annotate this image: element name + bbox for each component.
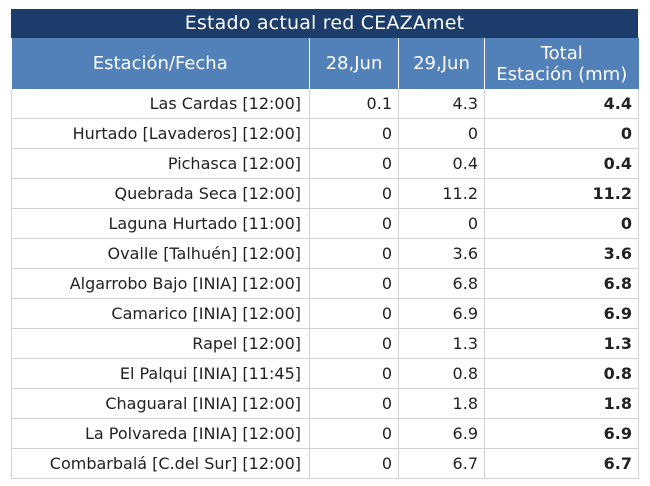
- date2-value: 11.2: [398, 178, 485, 209]
- station-cell: Combarbalá [C.del Sur] [12:00]: [11, 448, 310, 479]
- station-cell: Hurtado [Lavaderos] [12:00]: [11, 118, 310, 149]
- date1-value: 0: [309, 418, 399, 449]
- date1-value: 0: [309, 448, 399, 479]
- widget-title: Estado actual red CEAZAmet: [11, 9, 638, 38]
- station-cell: Las Cardas [12:00]: [11, 89, 310, 119]
- date2-value: 0.4: [398, 148, 485, 179]
- date2-value: 0: [398, 118, 485, 149]
- table-row: Chaguaral [INIA] [12:00] 0 1.8 1.8: [11, 388, 639, 419]
- table-row: Rapel [12:00] 0 1.3 1.3: [11, 328, 639, 359]
- date1-value: 0: [309, 178, 399, 209]
- total-value: 4.4: [484, 89, 639, 119]
- station-cell: Chaguaral [INIA] [12:00]: [11, 388, 310, 419]
- date2-value: 6.9: [398, 418, 485, 449]
- date1-value: 0: [309, 148, 399, 179]
- station-cell: Algarrobo Bajo [INIA] [12:00]: [11, 268, 310, 299]
- date2-value: 3.6: [398, 238, 485, 269]
- station-cell: Ovalle [Talhuén] [12:00]: [11, 238, 310, 269]
- date2-value: 6.9: [398, 298, 485, 329]
- header-station: Estación/Fecha: [11, 38, 310, 89]
- date1-value: 0.1: [309, 89, 399, 119]
- header-date-1: 28,Jun: [309, 38, 399, 89]
- date1-value: 0: [309, 358, 399, 389]
- date2-value: 0.8: [398, 358, 485, 389]
- station-cell: Laguna Hurtado [11:00]: [11, 208, 310, 239]
- station-cell: Pichasca [12:00]: [11, 148, 310, 179]
- station-cell: La Polvareda [INIA] [12:00]: [11, 418, 310, 449]
- total-value: 0.4: [484, 148, 639, 179]
- table-row: Camarico [INIA] [12:00] 0 6.9 6.9: [11, 298, 639, 329]
- station-cell: Quebrada Seca [12:00]: [11, 178, 310, 209]
- total-value: 6.9: [484, 418, 639, 449]
- total-value: 6.7: [484, 448, 639, 479]
- table-row: Laguna Hurtado [11:00] 0 0 0: [11, 208, 639, 239]
- total-value: 1.8: [484, 388, 639, 419]
- total-value: 1.3: [484, 328, 639, 359]
- date2-value: 6.8: [398, 268, 485, 299]
- header-total-line-1: Total: [540, 42, 583, 64]
- table-row: El Palqui [INIA] [11:45] 0 0.8 0.8: [11, 358, 639, 389]
- date2-value: 1.3: [398, 328, 485, 359]
- station-cell: El Palqui [INIA] [11:45]: [11, 358, 310, 389]
- date1-value: 0: [309, 118, 399, 149]
- date1-value: 0: [309, 238, 399, 269]
- total-value: 6.8: [484, 268, 639, 299]
- station-cell: Camarico [INIA] [12:00]: [11, 298, 310, 329]
- total-value: 0: [484, 118, 639, 149]
- date1-value: 0: [309, 298, 399, 329]
- table-row: Quebrada Seca [12:00] 0 11.2 11.2: [11, 178, 639, 209]
- table-row: Las Cardas [12:00] 0.1 4.3 4.4: [11, 89, 639, 119]
- date2-value: 0: [398, 208, 485, 239]
- table-row: La Polvareda [INIA] [12:00] 0 6.9 6.9: [11, 418, 639, 449]
- total-value: 0.8: [484, 358, 639, 389]
- header-date-2: 29,Jun: [398, 38, 485, 89]
- date2-value: 1.8: [398, 388, 485, 419]
- header-total-line-2: Estación (mm): [496, 63, 628, 85]
- table-row: Algarrobo Bajo [INIA] [12:00] 0 6.8 6.8: [11, 268, 639, 299]
- table-header-row: Estación/Fecha 28,Jun 29,Jun Total Estac…: [11, 38, 639, 89]
- date1-value: 0: [309, 268, 399, 299]
- date1-value: 0: [309, 208, 399, 239]
- date2-value: 6.7: [398, 448, 485, 479]
- date1-value: 0: [309, 328, 399, 359]
- table-row: Pichasca [12:00] 0 0.4 0.4: [11, 148, 639, 179]
- date1-value: 0: [309, 388, 399, 419]
- total-value: 11.2: [484, 178, 639, 209]
- total-value: 3.6: [484, 238, 639, 269]
- table-row: Combarbalá [C.del Sur] [12:00] 0 6.7 6.7: [11, 448, 639, 479]
- date2-value: 4.3: [398, 89, 485, 119]
- station-cell: Rapel [12:00]: [11, 328, 310, 359]
- total-value: 0: [484, 208, 639, 239]
- table-row: Hurtado [Lavaderos] [12:00] 0 0 0: [11, 118, 639, 149]
- total-value: 6.9: [484, 298, 639, 329]
- header-total: Total Estación (mm): [484, 38, 639, 89]
- table-row: Ovalle [Talhuén] [12:00] 0 3.6 3.6: [11, 238, 639, 269]
- rainfall-table: Estación/Fecha 28,Jun 29,Jun Total Estac…: [11, 38, 639, 479]
